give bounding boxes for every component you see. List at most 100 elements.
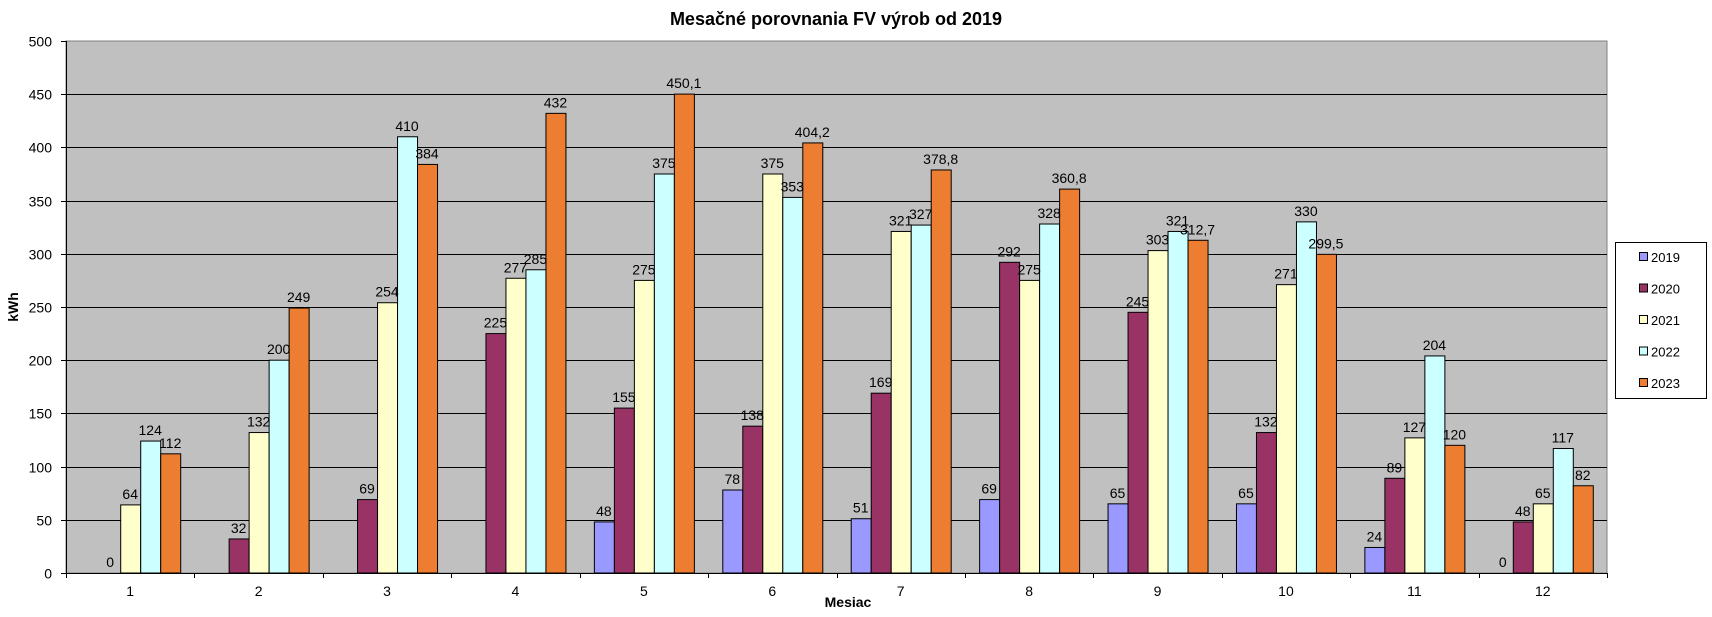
legend-label-2021: 2021	[1651, 313, 1680, 328]
data-label: 138	[741, 407, 765, 423]
data-label: 225	[484, 315, 508, 331]
bar-2020-9	[1127, 311, 1149, 574]
bar-2021-9	[1147, 250, 1169, 574]
bar-2020-2	[228, 538, 250, 574]
bar-2021-8	[1019, 279, 1041, 574]
bar-2023-6	[802, 142, 824, 574]
bar-2023-2	[288, 307, 310, 574]
data-label: 330	[1294, 203, 1318, 219]
data-label: 275	[632, 261, 656, 277]
bar-2019-8	[979, 499, 1001, 574]
data-label: 312,7	[1180, 221, 1215, 237]
data-label: 124	[139, 422, 163, 438]
data-label: 384	[415, 145, 439, 161]
bar-2019-7	[850, 518, 872, 574]
y-tick-label: 50	[36, 513, 52, 529]
data-label: 353	[781, 178, 805, 194]
bar-2023-5	[673, 93, 695, 574]
legend-swatch-2021	[1639, 315, 1648, 324]
data-label: 200	[267, 341, 291, 357]
bar-2021-5	[633, 279, 655, 574]
bar-2023-7	[930, 169, 952, 574]
bar-2022-10	[1295, 221, 1317, 574]
data-label: 375	[761, 155, 785, 171]
bar-2021-11	[1404, 437, 1426, 574]
data-label: 277	[504, 259, 528, 275]
data-label: 204	[1423, 337, 1447, 353]
bar-2022-7	[910, 224, 932, 574]
x-tick-label: 2	[255, 583, 263, 599]
bar-2022-3	[397, 136, 419, 574]
data-label: 285	[524, 251, 548, 267]
bar-2023-10	[1315, 253, 1337, 574]
bar-2019-10	[1235, 503, 1257, 574]
bar-2022-1	[140, 440, 162, 574]
bar-2019-6	[722, 489, 744, 574]
x-tick-label: 10	[1278, 583, 1294, 599]
bar-2021-6	[762, 173, 784, 574]
bar-2023-12	[1572, 485, 1594, 574]
y-tick-label: 500	[29, 34, 53, 50]
data-label: 410	[395, 118, 419, 134]
data-label: 120	[1443, 426, 1467, 442]
y-tick-label: 350	[29, 194, 53, 210]
x-tick-label: 12	[1535, 583, 1551, 599]
data-label: 51	[853, 500, 869, 516]
bar-2021-4	[505, 277, 527, 574]
data-label: 169	[869, 374, 893, 390]
bar-2023-3	[417, 163, 439, 574]
data-label: 360,8	[1052, 170, 1087, 186]
y-tick-label: 400	[29, 140, 53, 156]
gridlines	[66, 94, 1607, 521]
data-label: 254	[375, 284, 399, 300]
legend-label-2022: 2022	[1651, 345, 1680, 360]
data-label: 82	[1575, 467, 1591, 483]
data-label: 292	[997, 243, 1021, 259]
bar-2022-6	[782, 196, 804, 574]
y-axis-title: kWh	[5, 292, 21, 322]
data-label: 245	[1126, 293, 1150, 309]
data-label: 89	[1387, 459, 1403, 475]
bars	[120, 93, 1594, 574]
data-label: 132	[1254, 414, 1278, 430]
y-tick-label: 450	[29, 87, 53, 103]
data-label: 78	[725, 471, 741, 487]
data-label: 328	[1037, 205, 1061, 221]
data-label: 65	[1110, 485, 1126, 501]
data-label: 69	[359, 481, 375, 497]
data-label: 432	[544, 94, 568, 110]
data-label: 0	[1499, 554, 1507, 570]
bar-2020-5	[613, 407, 635, 574]
data-label: 69	[981, 481, 997, 497]
y-tick-label: 150	[29, 406, 53, 422]
bar-2021-1	[120, 504, 142, 574]
y-tick-label: 100	[29, 460, 53, 476]
data-label: 378,8	[923, 151, 958, 167]
bar-2021-2	[248, 432, 270, 574]
bar-2022-2	[268, 359, 290, 574]
bar-2021-10	[1275, 284, 1297, 574]
bar-2023-11	[1444, 444, 1466, 574]
data-label: 48	[596, 503, 612, 519]
bar-2020-6	[742, 425, 764, 574]
data-label: 299,5	[1308, 235, 1343, 251]
bar-2022-11	[1424, 355, 1446, 574]
data-label: 132	[247, 414, 271, 430]
data-label: 112	[159, 435, 182, 451]
bar-2020-7	[870, 392, 892, 574]
x-tick-label: 8	[1025, 583, 1033, 599]
bar-2020-8	[999, 261, 1021, 574]
bar-2020-3	[357, 499, 379, 574]
data-label: 404,2	[795, 124, 830, 140]
bar-2019-5	[593, 521, 615, 574]
data-label: 65	[1535, 485, 1551, 501]
data-label: 321	[1166, 212, 1190, 228]
x-axis-ticks: 1 2 3 4 5 6 7 8 9 10 11 12	[66, 573, 1608, 599]
legend-swatch-2022	[1639, 346, 1648, 356]
data-label: 32	[231, 520, 247, 536]
data-label: 127	[1403, 419, 1427, 435]
data-label: 271	[1274, 266, 1298, 282]
data-label: 24	[1367, 528, 1383, 544]
bar-2021-3	[377, 302, 399, 574]
data-label: 275	[1017, 261, 1041, 277]
